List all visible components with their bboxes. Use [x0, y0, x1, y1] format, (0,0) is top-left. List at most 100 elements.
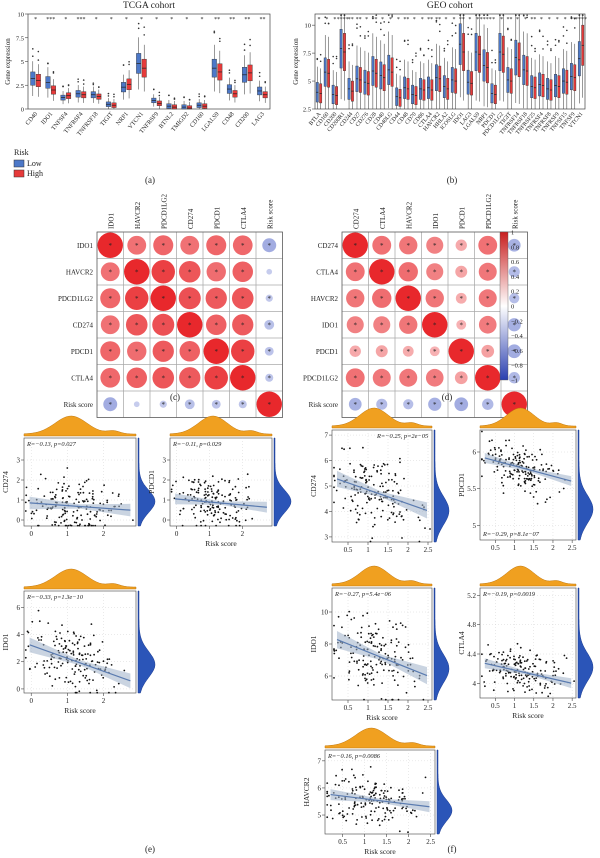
correlation-circle [206, 262, 226, 282]
scatter-point [87, 478, 90, 481]
outlier-point [562, 26, 565, 28]
significance-star: * [135, 268, 139, 276]
scatter-point [515, 673, 517, 676]
scatter-point [370, 665, 372, 668]
outlier-point [234, 79, 236, 82]
scatter-point [88, 682, 90, 685]
scatter-point [110, 664, 113, 666]
scatter-point [374, 497, 376, 499]
scatter-point [391, 670, 393, 672]
scatter-point [46, 660, 49, 662]
scatter-point [511, 473, 514, 476]
scatter-point [501, 659, 503, 662]
scatter-point [398, 830, 401, 833]
scatter-point [341, 447, 343, 450]
correlation-circle [345, 262, 365, 282]
scatter-point [509, 476, 512, 478]
scatter-point [214, 497, 217, 500]
significance-star: * [268, 374, 272, 382]
outlier-point [380, 28, 382, 31]
scatter-point [544, 670, 547, 672]
outlier-point [470, 33, 473, 36]
correlation-circle [369, 259, 395, 285]
scatter-point [91, 495, 94, 498]
scatter-point [203, 481, 206, 484]
correlation-annotation: R=−0.16, p=0.0086 [327, 753, 381, 760]
scatter-point [204, 488, 207, 490]
scatter-point [61, 486, 64, 488]
scatter-point [45, 517, 48, 520]
scatter-point [549, 496, 551, 499]
significance-star: * [407, 374, 411, 382]
scatter-point [522, 656, 524, 659]
scatter-point [360, 626, 363, 629]
outlier-point [478, 14, 481, 16]
scatter-point [48, 675, 51, 678]
significance-mark: ** [570, 17, 576, 23]
scatter-point [519, 485, 522, 487]
scatter-point [74, 685, 77, 688]
scatter-point [348, 780, 350, 783]
x-tick-label: 0.5 [344, 546, 353, 554]
outlier-point [332, 62, 334, 65]
significance-mark: * [413, 17, 416, 23]
scatter-point [370, 679, 373, 681]
outlier-point [82, 79, 85, 81]
significance-mark: ** [214, 17, 220, 23]
outlier-point [467, 26, 469, 29]
outlier-point [367, 35, 370, 37]
outlier-point [494, 59, 497, 61]
marginal-density-y [433, 587, 450, 701]
significance-star: * [486, 374, 490, 382]
correlation-circle [211, 399, 221, 409]
scatter-point [74, 665, 77, 667]
correlation-circle [345, 368, 365, 388]
scatter-point [83, 668, 86, 671]
scatter-point [211, 506, 214, 509]
significance-mark: * [34, 17, 37, 23]
x-tick-label: 2 [406, 704, 410, 712]
scatter-point [72, 631, 75, 634]
scatter-point [386, 809, 389, 811]
x-tick-label: 1 [363, 838, 367, 846]
significance-star: * [513, 374, 517, 382]
scatter-point [24, 510, 27, 512]
scatter-point [518, 459, 521, 462]
scatter-point [349, 509, 352, 512]
y-tick-label: 5.5 [467, 485, 476, 493]
scatter-point [363, 663, 366, 666]
scatter-point [88, 522, 90, 525]
scatter-point [505, 444, 507, 447]
scatter-point [46, 515, 49, 517]
scatter-point [552, 670, 555, 673]
outlier-point [438, 30, 441, 33]
outlier-point [152, 88, 155, 91]
scatter-point [100, 490, 103, 493]
scatter-point [217, 518, 219, 521]
scatter-point [221, 494, 224, 497]
outlier-point [462, 14, 465, 16]
scatter-point [401, 807, 403, 810]
scatter-point [79, 670, 82, 673]
scatter-point [82, 500, 84, 502]
significance-star: * [433, 242, 437, 250]
scatter-point [248, 485, 250, 488]
scatter-point [505, 439, 507, 442]
scatter-point [522, 677, 525, 680]
scatter-point [75, 521, 78, 524]
outlier-point [546, 44, 549, 46]
scatter-point [370, 632, 372, 635]
scatter-point [65, 645, 67, 647]
scatter-point [360, 636, 363, 639]
scatter-point [363, 468, 366, 470]
scatter-point [75, 498, 78, 501]
scatter-point [221, 478, 223, 481]
correlation-annotation: R=−0.13, p=0.027 [26, 441, 77, 448]
correlation-circle [262, 238, 277, 253]
scatter-point [359, 476, 362, 479]
scatter-point [507, 663, 510, 666]
scatter-point [370, 795, 372, 798]
correlation-circle [232, 235, 253, 256]
significance-star: * [241, 401, 245, 409]
significance-mark: ** [427, 17, 433, 23]
